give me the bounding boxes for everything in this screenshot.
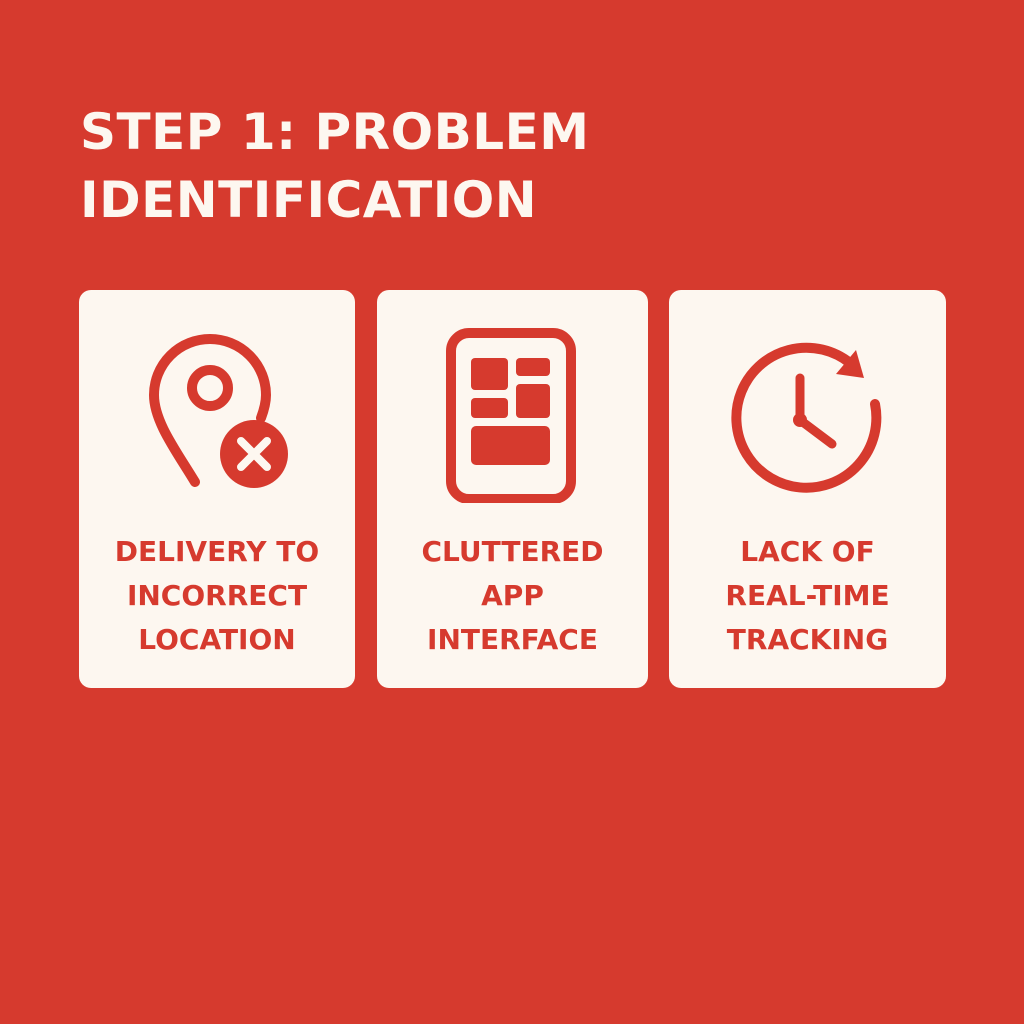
card-label-line: LACK OF xyxy=(740,535,875,568)
location-pin-x-icon xyxy=(79,330,355,505)
card-label-line: CLUTTERED xyxy=(421,535,604,568)
card-label-line: INCORRECT xyxy=(126,579,308,612)
card-label-line: LOCATION xyxy=(138,623,296,656)
card-label-line: TRACKING xyxy=(726,623,889,656)
card-label-line: DELIVERY TO xyxy=(114,535,320,568)
page-title: STEP 1: PROBLEM IDENTIFICATION xyxy=(80,98,780,234)
card-label: DELIVERY TO INCORRECT LOCATION xyxy=(79,530,355,662)
problem-card-incorrect-location: DELIVERY TO INCORRECT LOCATION xyxy=(79,290,355,688)
title-line-1: STEP 1: PROBLEM xyxy=(80,103,590,161)
card-label: LACK OF REAL-TIME TRACKING xyxy=(669,530,946,662)
title-line-2: IDENTIFICATION xyxy=(80,171,538,229)
problem-card-no-tracking: LACK OF REAL-TIME TRACKING xyxy=(669,290,946,688)
clock-refresh-icon xyxy=(669,330,946,505)
problem-card-cluttered-interface: CLUTTERED APP INTERFACE xyxy=(377,290,648,688)
card-label-line: REAL-TIME xyxy=(725,579,890,612)
card-label-line: INTERFACE xyxy=(427,623,598,656)
card-label: CLUTTERED APP INTERFACE xyxy=(377,530,648,662)
cluttered-app-phone-icon xyxy=(377,328,648,505)
card-label-line: APP xyxy=(481,579,544,612)
